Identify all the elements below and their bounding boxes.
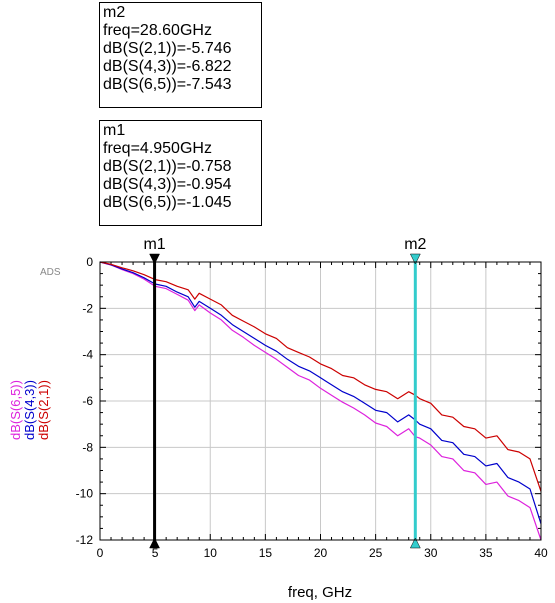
y-tick-label: 0 bbox=[86, 255, 93, 269]
plot-frame bbox=[99, 261, 542, 541]
y-tick-label: -12 bbox=[76, 533, 94, 547]
x-tick-label: 40 bbox=[534, 546, 548, 560]
x-tick-label: 30 bbox=[424, 546, 438, 560]
x-tick-label: 0 bbox=[97, 546, 104, 560]
x-axis-label: freq, GHz bbox=[288, 584, 352, 601]
series-line-db-s-6-5- bbox=[99, 261, 542, 541]
marker-handle-top[interactable] bbox=[409, 253, 421, 265]
marker-readout-line: dB(S(2,1))=-5.746 bbox=[103, 40, 232, 57]
x-tick-label: 20 bbox=[314, 546, 328, 560]
x-tick-label: 5 bbox=[152, 546, 159, 560]
x-tick-label: 35 bbox=[479, 546, 493, 560]
series-line-db-s-4-3- bbox=[99, 261, 542, 524]
marker-label: m1 bbox=[143, 236, 165, 253]
marker-readout-line: dB(S(6,5))=-1.045 bbox=[103, 194, 232, 211]
marker-readout-line: dB(S(4,3))=-6.822 bbox=[103, 58, 232, 75]
y-tick-label: -8 bbox=[82, 440, 93, 454]
grid bbox=[99, 261, 542, 541]
marker-readout-m1: m1 freq=4.950GHz dB(S(2,1))=-0.758 dB(S(… bbox=[99, 120, 262, 226]
marker-label: m2 bbox=[404, 236, 426, 253]
marker-readout-name: m2 bbox=[103, 4, 126, 21]
y-tick-label: -2 bbox=[82, 301, 93, 315]
marker-readout-line: dB(S(6,5))=-7.543 bbox=[103, 76, 232, 93]
marker-readout-line: dB(S(2,1))=-0.758 bbox=[103, 158, 232, 175]
y-tick-label: -6 bbox=[82, 394, 93, 408]
x-tick-label: 10 bbox=[204, 546, 218, 560]
x-tick-label: 25 bbox=[369, 546, 383, 560]
marker-readout-name: m1 bbox=[103, 122, 126, 139]
axis-labels: 0 5 10 15 20 25 30 35 40 0 -2 -4 -6 -8 -10 -12 bbox=[76, 255, 548, 560]
legend-entry: dB(S(6,5)) bbox=[8, 380, 23, 440]
series-line-db-s-2-1- bbox=[99, 261, 542, 492]
marker-readout-m2: m2 freq=28.60GHz dB(S(2,1))=-5.746 dB(S(… bbox=[99, 2, 262, 108]
watermark-label: ADS bbox=[40, 267, 61, 278]
marker-readout-freq: freq=4.950GHz bbox=[103, 140, 212, 157]
legend-entry: dB(S(4,3)) bbox=[22, 380, 37, 440]
marker-handle-bottom[interactable] bbox=[409, 537, 421, 549]
marker-handle-bottom[interactable] bbox=[149, 537, 160, 549]
marker-handle-top[interactable] bbox=[149, 253, 160, 265]
marker-lines: m1 m2 bbox=[143, 236, 427, 549]
marker-readout-freq: freq=28.60GHz bbox=[103, 22, 212, 39]
legend-entry: dB(S(2,1)) bbox=[36, 380, 51, 440]
y-tick-label: -4 bbox=[82, 348, 93, 362]
y-tick-label: -10 bbox=[76, 487, 94, 501]
x-tick-label: 15 bbox=[259, 546, 273, 560]
legend: dB(S(6,5)) dB(S(4,3)) dB(S(2,1)) bbox=[8, 380, 51, 440]
series-lines bbox=[99, 261, 542, 541]
marker-readout-line: dB(S(4,3))=-0.954 bbox=[103, 176, 232, 193]
